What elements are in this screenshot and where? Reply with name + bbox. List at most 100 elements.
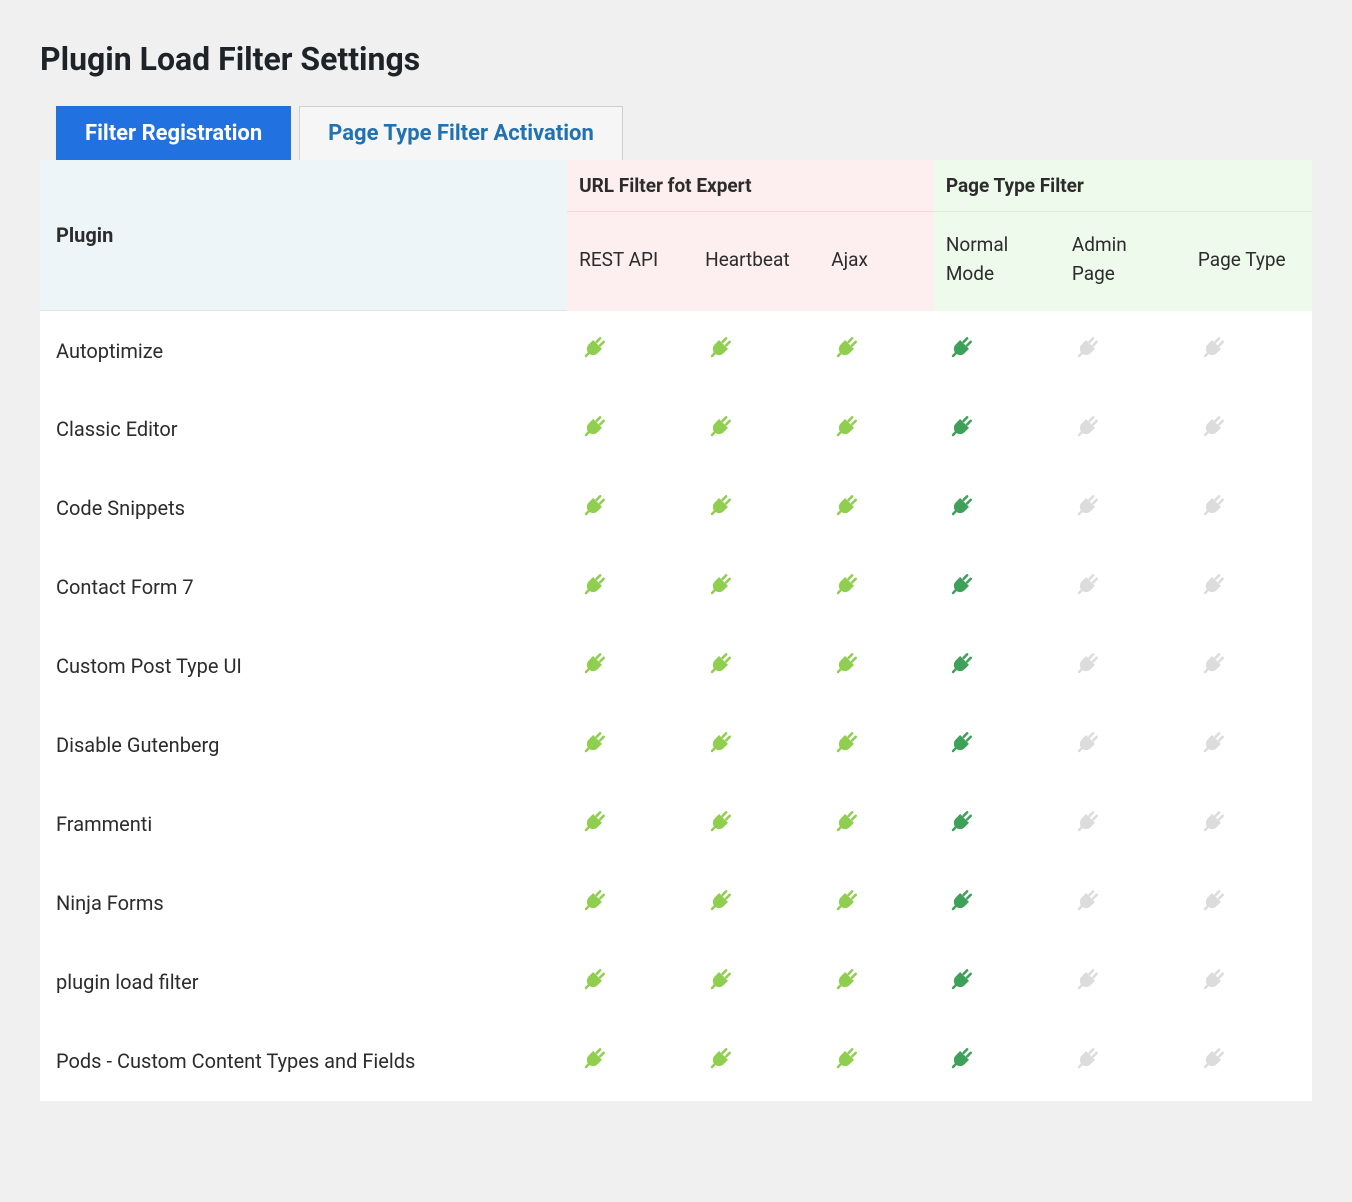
plugin-name: plugin load filter (40, 943, 567, 1022)
toggle-normal_mode[interactable] (934, 864, 1060, 943)
plug-icon (705, 412, 735, 442)
toggle-normal_mode[interactable] (934, 627, 1060, 706)
toggle-ajax[interactable] (819, 1022, 934, 1101)
toggle-page_type[interactable] (1186, 311, 1312, 390)
toggle-page_type[interactable] (1186, 1022, 1312, 1101)
toggle-admin_page[interactable] (1060, 785, 1186, 864)
toggle-normal_mode[interactable] (934, 785, 1060, 864)
toggle-rest_api[interactable] (567, 706, 693, 785)
plug-icon (579, 886, 609, 916)
plug-icon (946, 965, 976, 995)
toggle-heartbeat[interactable] (693, 548, 819, 627)
toggle-admin_page[interactable] (1060, 943, 1186, 1022)
plug-icon (946, 333, 976, 363)
col-group-url-filter: URL Filter fot Expert (567, 160, 934, 212)
toggle-page_type[interactable] (1186, 706, 1312, 785)
toggle-admin_page[interactable] (1060, 627, 1186, 706)
toggle-ajax[interactable] (819, 943, 934, 1022)
toggle-heartbeat[interactable] (693, 785, 819, 864)
toggle-ajax[interactable] (819, 864, 934, 943)
toggle-rest_api[interactable] (567, 1022, 693, 1101)
toggle-heartbeat[interactable] (693, 706, 819, 785)
toggle-normal_mode[interactable] (934, 1022, 1060, 1101)
toggle-admin_page[interactable] (1060, 548, 1186, 627)
plug-icon (946, 728, 976, 758)
toggle-rest_api[interactable] (567, 943, 693, 1022)
toggle-normal_mode[interactable] (934, 943, 1060, 1022)
toggle-normal_mode[interactable] (934, 390, 1060, 469)
toggle-admin_page[interactable] (1060, 864, 1186, 943)
plug-icon (946, 886, 976, 916)
toggle-normal_mode[interactable] (934, 469, 1060, 548)
plug-icon (1072, 333, 1102, 363)
toggle-heartbeat[interactable] (693, 311, 819, 390)
toggle-rest_api[interactable] (567, 390, 693, 469)
plug-icon (946, 491, 976, 521)
toggle-ajax[interactable] (819, 311, 934, 390)
toggle-ajax[interactable] (819, 390, 934, 469)
toggle-page_type[interactable] (1186, 469, 1312, 548)
toggle-rest_api[interactable] (567, 469, 693, 548)
toggle-normal_mode[interactable] (934, 311, 1060, 390)
toggle-ajax[interactable] (819, 785, 934, 864)
plug-icon (1072, 570, 1102, 600)
toggle-heartbeat[interactable] (693, 627, 819, 706)
toggle-rest_api[interactable] (567, 311, 693, 390)
toggle-ajax[interactable] (819, 627, 934, 706)
plug-icon (705, 807, 735, 837)
toggle-heartbeat[interactable] (693, 1022, 819, 1101)
toggle-rest_api[interactable] (567, 548, 693, 627)
toggle-admin_page[interactable] (1060, 1022, 1186, 1101)
toggle-heartbeat[interactable] (693, 469, 819, 548)
toggle-admin_page[interactable] (1060, 706, 1186, 785)
toggle-ajax[interactable] (819, 706, 934, 785)
plug-icon (705, 965, 735, 995)
toggle-admin_page[interactable] (1060, 469, 1186, 548)
table-row: Disable Gutenberg (40, 706, 1312, 785)
plug-icon (1072, 965, 1102, 995)
tab-page-type-activation[interactable]: Page Type Filter Activation (299, 106, 623, 160)
plugin-name: Classic Editor (40, 390, 567, 469)
table-row: Classic Editor (40, 390, 1312, 469)
plug-icon (1072, 1044, 1102, 1074)
toggle-normal_mode[interactable] (934, 548, 1060, 627)
toggle-ajax[interactable] (819, 548, 934, 627)
toggle-rest_api[interactable] (567, 864, 693, 943)
toggle-ajax[interactable] (819, 469, 934, 548)
plug-icon (705, 491, 735, 521)
toggle-page_type[interactable] (1186, 627, 1312, 706)
plugin-name: Autoptimize (40, 311, 567, 390)
plug-icon (1198, 965, 1228, 995)
plugin-name: Ninja Forms (40, 864, 567, 943)
toggle-rest_api[interactable] (567, 627, 693, 706)
plug-icon (831, 1044, 861, 1074)
toggle-heartbeat[interactable] (693, 943, 819, 1022)
toggle-page_type[interactable] (1186, 864, 1312, 943)
plug-icon (579, 807, 609, 837)
plug-icon (831, 965, 861, 995)
plugin-name: Disable Gutenberg (40, 706, 567, 785)
toggle-normal_mode[interactable] (934, 706, 1060, 785)
toggle-admin_page[interactable] (1060, 311, 1186, 390)
toggle-page_type[interactable] (1186, 943, 1312, 1022)
plug-icon (946, 412, 976, 442)
toggle-rest_api[interactable] (567, 785, 693, 864)
table-row: Autoptimize (40, 311, 1312, 390)
toggle-page_type[interactable] (1186, 548, 1312, 627)
plug-icon (579, 333, 609, 363)
toggle-page_type[interactable] (1186, 785, 1312, 864)
table-row: Custom Post Type UI (40, 627, 1312, 706)
col-header-ajax: Ajax (819, 212, 934, 311)
plug-icon (831, 649, 861, 679)
plug-icon (705, 333, 735, 363)
toggle-heartbeat[interactable] (693, 864, 819, 943)
plug-icon (705, 649, 735, 679)
plug-icon (705, 886, 735, 916)
plug-icon (1198, 333, 1228, 363)
tabs: Filter Registration Page Type Filter Act… (0, 106, 1352, 160)
toggle-page_type[interactable] (1186, 390, 1312, 469)
table-row: Pods - Custom Content Types and Fields (40, 1022, 1312, 1101)
toggle-heartbeat[interactable] (693, 390, 819, 469)
tab-filter-registration[interactable]: Filter Registration (56, 106, 291, 160)
toggle-admin_page[interactable] (1060, 390, 1186, 469)
